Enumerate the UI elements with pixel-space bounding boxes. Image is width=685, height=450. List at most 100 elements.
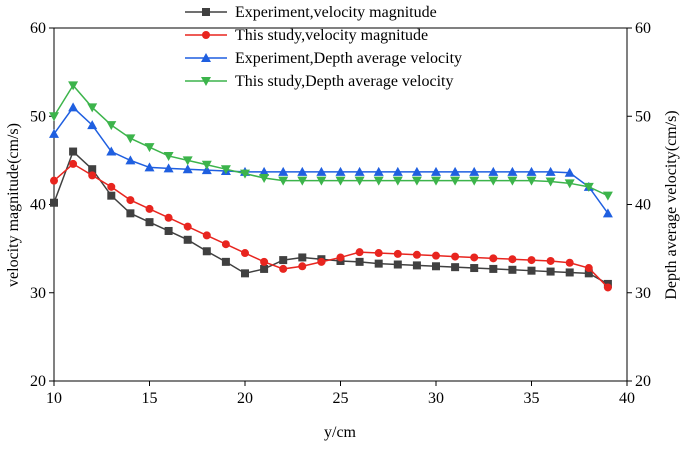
y-tick-label: 20 [30, 373, 46, 390]
data-point [603, 283, 612, 292]
data-point [69, 147, 78, 156]
data-point [432, 251, 440, 260]
data-point [107, 182, 116, 191]
data-point [144, 143, 155, 153]
data-point [107, 191, 116, 200]
legend-label: This study,Depth average velocity [235, 73, 453, 90]
data-point [88, 165, 97, 174]
legend-marker [201, 53, 211, 62]
data-point [335, 166, 346, 176]
data-point [106, 121, 117, 131]
data-point [68, 102, 79, 112]
data-point [316, 176, 327, 186]
data-point [488, 166, 499, 176]
data-point [469, 176, 480, 186]
data-point [564, 179, 575, 189]
data-point [183, 235, 192, 244]
data-point [470, 253, 479, 262]
data-point [489, 254, 498, 263]
data-point [68, 81, 79, 91]
data-point [373, 176, 384, 186]
data-point [240, 169, 250, 179]
data-point [392, 176, 403, 186]
data-point [50, 176, 58, 185]
data-point [565, 258, 574, 267]
data-point [106, 146, 117, 156]
y-axis-label: velocity magnitude(cm/s) [5, 123, 22, 287]
y2-tick-label: 60 [635, 20, 651, 37]
data-point [298, 253, 307, 262]
y2-tick-label: 40 [635, 197, 651, 214]
y2-tick-label: 20 [635, 373, 651, 390]
data-point [164, 213, 173, 222]
y2-tick-label: 30 [635, 285, 651, 302]
data-point [488, 176, 499, 186]
data-point [278, 166, 289, 176]
data-point [336, 253, 345, 262]
data-point [527, 256, 536, 265]
data-point [450, 166, 461, 176]
x-tick-label: 20 [237, 390, 253, 407]
data-point [546, 256, 555, 265]
legend-label: Experiment,Depth average velocity [235, 50, 462, 67]
data-point [411, 166, 422, 176]
x-tick-label: 15 [142, 390, 158, 407]
data-point [335, 176, 346, 186]
series-line [53, 162, 609, 288]
data-point [545, 166, 556, 176]
data-point [470, 264, 479, 273]
data-point [602, 191, 613, 201]
data-point [202, 231, 211, 240]
data-point [431, 176, 441, 186]
data-point [260, 257, 269, 266]
data-point [202, 247, 211, 256]
legend-marker [202, 8, 210, 16]
y-tick-label: 60 [30, 20, 46, 37]
data-point [145, 204, 154, 213]
data-point [87, 103, 98, 113]
data-point [392, 166, 403, 176]
data-point [88, 171, 97, 180]
data-point [450, 176, 461, 186]
data-point [393, 260, 402, 269]
data-point [526, 176, 537, 186]
legend-label: This study,velocity magnitude [235, 27, 428, 44]
y-tick-label: 40 [30, 197, 46, 214]
data-point [125, 134, 136, 144]
data-point [278, 176, 289, 186]
y-tick-label: 50 [30, 108, 46, 125]
data-point [507, 176, 518, 186]
legend-marker [202, 31, 210, 39]
data-point [297, 166, 308, 176]
data-point [49, 112, 59, 122]
data-point [145, 218, 154, 227]
series-line [53, 84, 609, 197]
data-point [432, 262, 440, 271]
data-point [125, 155, 136, 165]
y-tick-label: 30 [30, 285, 46, 302]
data-point [508, 265, 517, 274]
data-point [584, 269, 593, 278]
data-point [602, 208, 613, 218]
data-point [412, 250, 421, 259]
data-point [297, 176, 308, 186]
data-point [279, 256, 288, 265]
data-point [221, 240, 230, 249]
x-tick-label: 30 [428, 390, 444, 407]
data-point [183, 222, 192, 231]
data-point [374, 249, 383, 258]
data-point [260, 264, 269, 273]
data-point [259, 174, 270, 184]
data-point [163, 151, 174, 161]
data-point [431, 166, 441, 176]
data-point [49, 128, 59, 138]
data-point [279, 264, 288, 273]
data-point [489, 264, 498, 273]
series-line [53, 106, 609, 214]
data-point [69, 159, 78, 168]
data-point [374, 259, 383, 268]
x-tick-label: 10 [46, 390, 62, 407]
data-point [545, 177, 556, 187]
data-point [469, 166, 480, 176]
